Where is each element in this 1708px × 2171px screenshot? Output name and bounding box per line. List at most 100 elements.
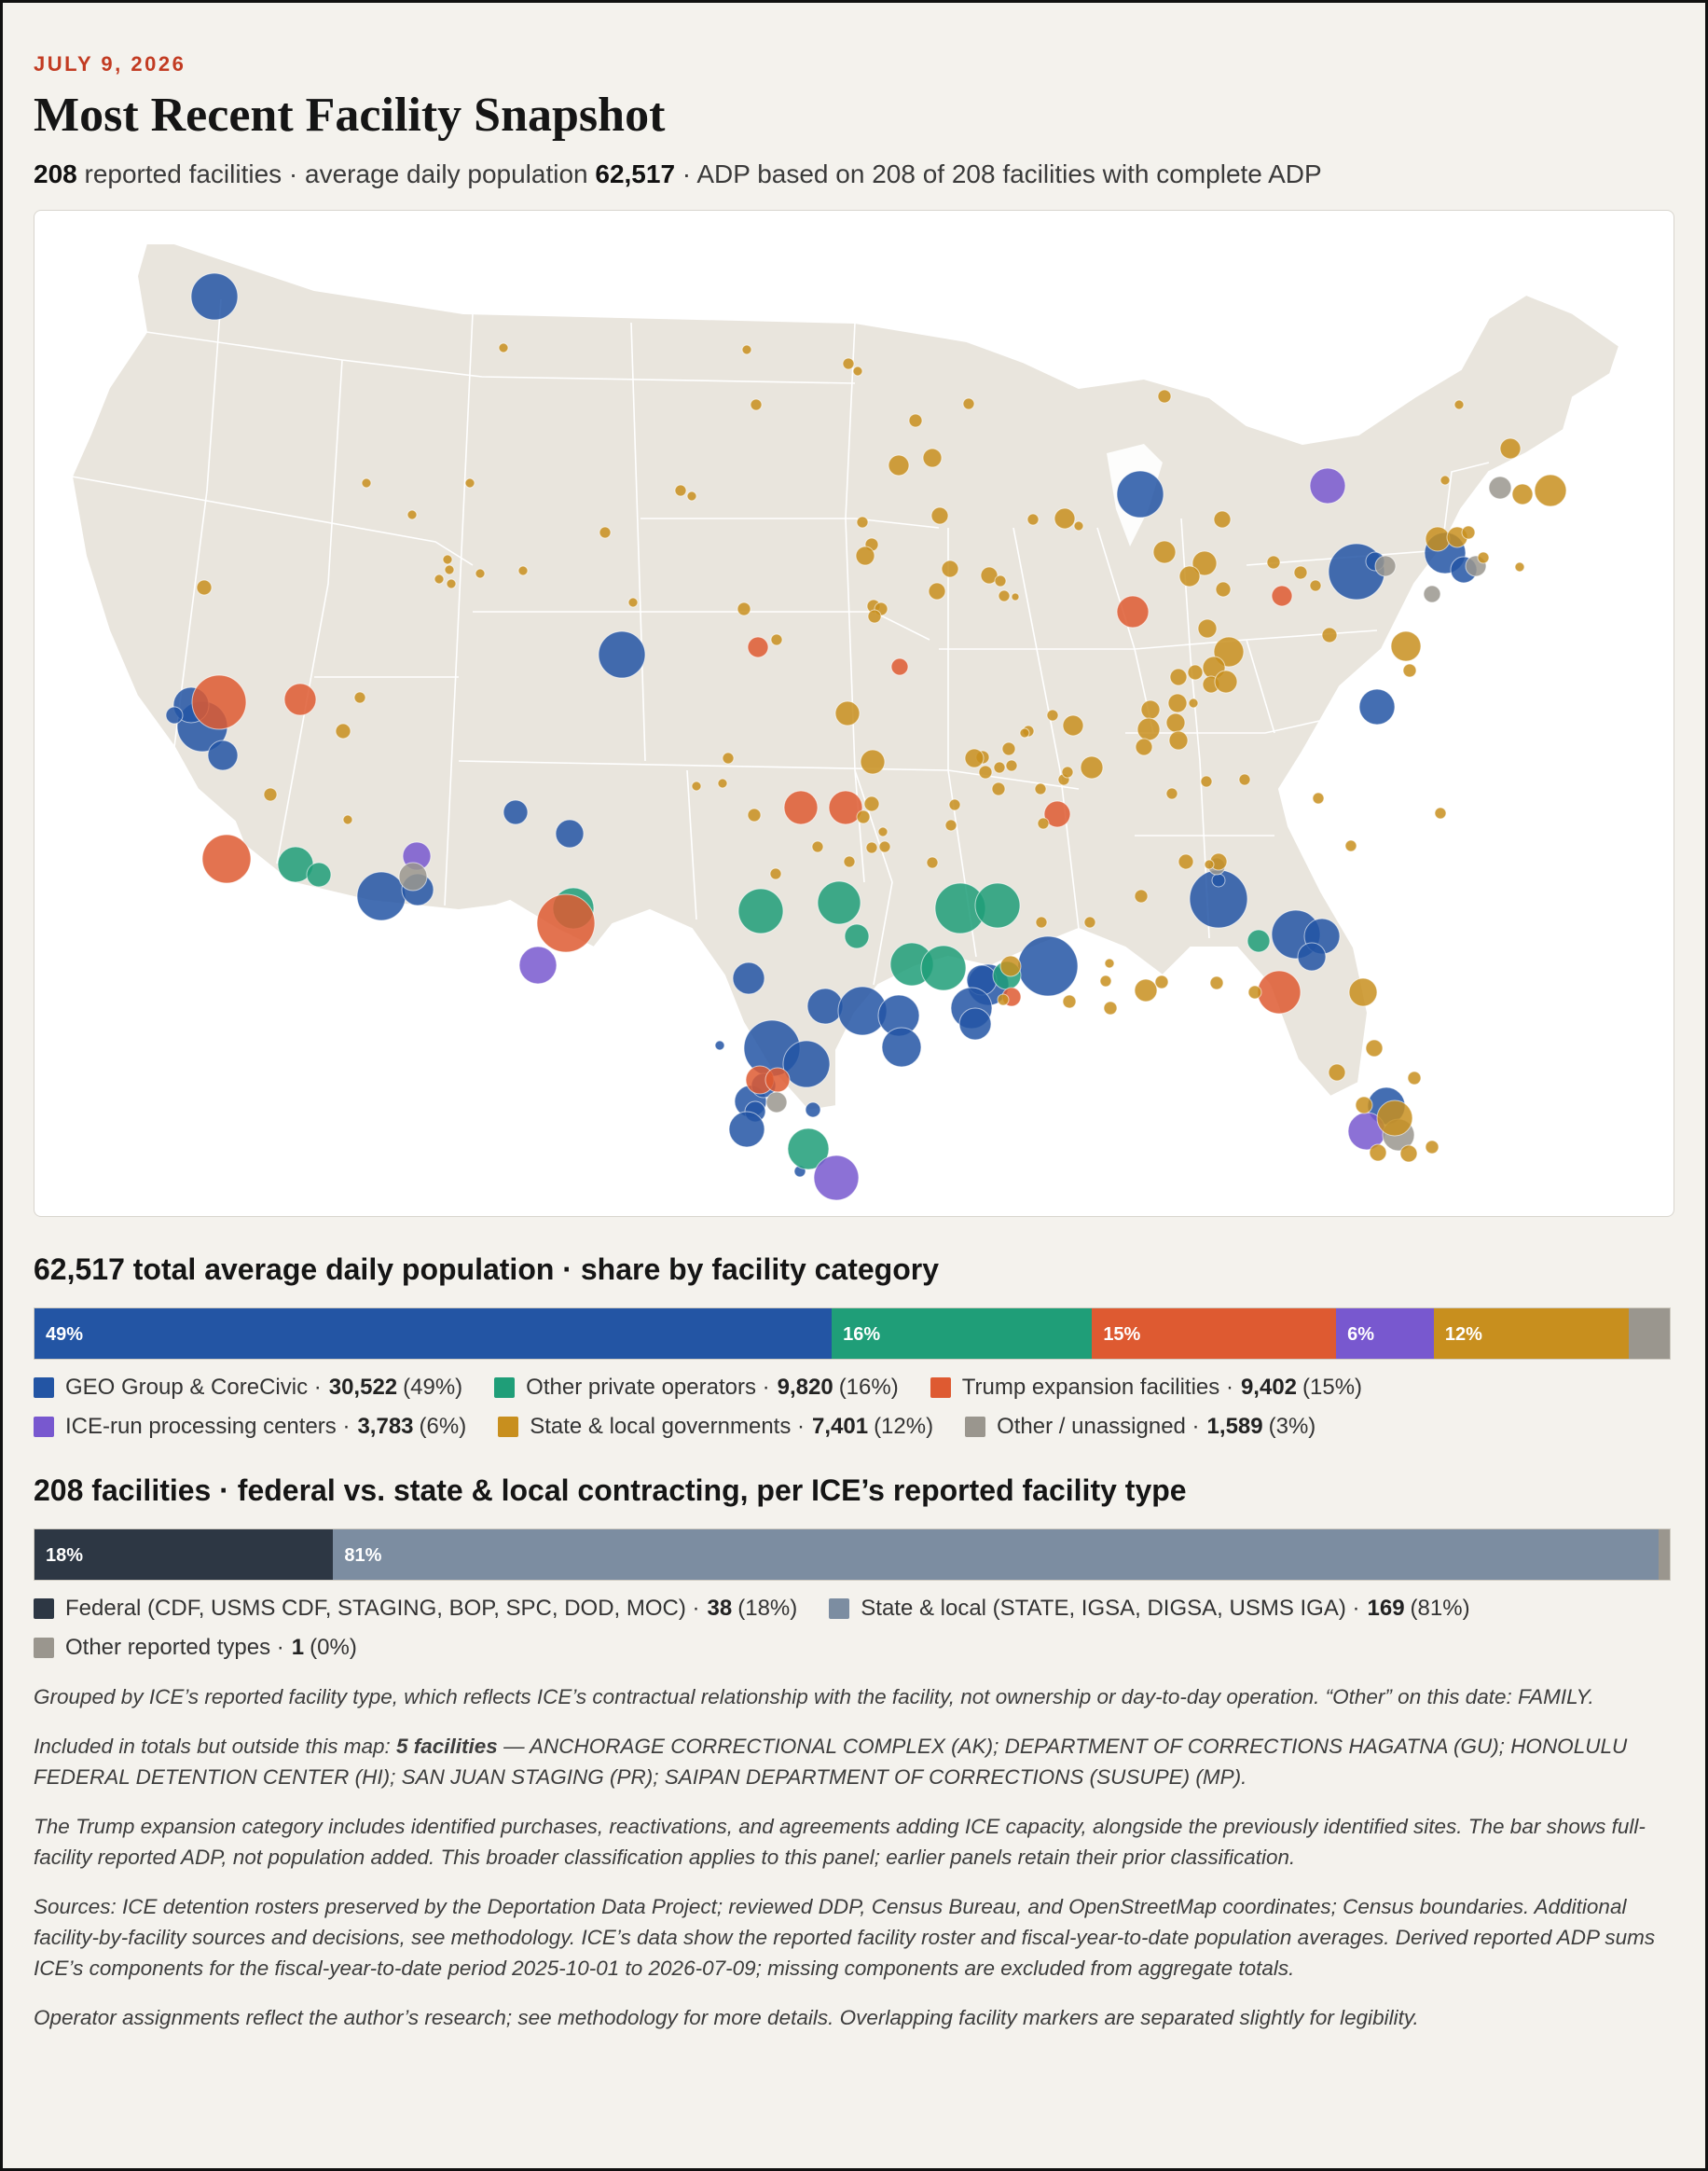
facility-marker-state[interactable] xyxy=(1061,766,1074,779)
facility-marker-state[interactable] xyxy=(1011,592,1020,602)
facility-marker-state[interactable] xyxy=(741,344,752,355)
facility-marker-state[interactable] xyxy=(1534,474,1567,507)
facility-marker-state[interactable] xyxy=(878,840,891,853)
facility-marker-state[interactable] xyxy=(1461,525,1476,540)
facility-marker-state[interactable] xyxy=(856,516,869,529)
facility-marker-state[interactable] xyxy=(852,366,863,377)
facility-marker-state[interactable] xyxy=(863,795,880,812)
facility-marker-state[interactable] xyxy=(1152,540,1177,564)
facility-marker-state[interactable] xyxy=(1214,670,1238,694)
facility-marker-state[interactable] xyxy=(1213,510,1232,529)
facility-marker-state[interactable] xyxy=(1376,1099,1413,1137)
facility-marker-state[interactable] xyxy=(1344,839,1357,852)
facility-marker-state[interactable] xyxy=(1062,714,1084,737)
facility-marker-state[interactable] xyxy=(855,546,875,566)
facility-marker-state[interactable] xyxy=(962,397,975,410)
facility-marker-trump[interactable] xyxy=(191,674,247,730)
facility-marker-trump[interactable] xyxy=(1257,970,1302,1015)
facility-marker-state[interactable] xyxy=(1266,555,1281,570)
facility-marker-state[interactable] xyxy=(1178,565,1201,588)
facility-marker-ice[interactable] xyxy=(813,1155,860,1201)
facility-marker-state[interactable] xyxy=(1154,975,1169,989)
facility-marker-state[interactable] xyxy=(406,509,418,520)
facility-marker-state[interactable] xyxy=(1080,755,1104,780)
facility-marker-trump[interactable] xyxy=(536,893,596,953)
facility-marker-state[interactable] xyxy=(1407,1071,1422,1086)
facility-marker-state[interactable] xyxy=(865,841,878,854)
facility-marker-state[interactable] xyxy=(1001,741,1016,756)
facility-marker-state[interactable] xyxy=(517,565,529,576)
facility-marker-state[interactable] xyxy=(1034,782,1047,795)
facility-marker-state[interactable] xyxy=(1204,859,1215,870)
facility-marker-state[interactable] xyxy=(980,566,999,585)
facility-marker-state[interactable] xyxy=(1140,699,1161,720)
facility-marker-state[interactable] xyxy=(860,749,886,775)
facility-marker-state[interactable] xyxy=(999,955,1022,977)
facility-marker-geo[interactable] xyxy=(958,1007,992,1041)
facility-marker-state[interactable] xyxy=(263,787,278,802)
facility-marker-state[interactable] xyxy=(1402,663,1417,678)
facility-marker-geo[interactable] xyxy=(714,1040,725,1051)
facility-marker-state[interactable] xyxy=(1054,507,1076,530)
facility-marker-state[interactable] xyxy=(444,564,455,575)
facility-marker-geo[interactable] xyxy=(782,1040,831,1088)
facility-marker-state[interactable] xyxy=(842,357,855,370)
facility-marker-state[interactable] xyxy=(928,582,946,601)
facility-marker-trump[interactable] xyxy=(764,1067,791,1093)
facility-marker-state[interactable] xyxy=(1425,1140,1439,1155)
facility-marker-state[interactable] xyxy=(722,752,735,765)
facility-marker-state[interactable] xyxy=(1134,889,1149,904)
facility-marker-geo[interactable] xyxy=(1017,935,1079,997)
facility-marker-geo[interactable] xyxy=(598,630,646,679)
facility-marker-state[interactable] xyxy=(998,589,1011,602)
facility-marker-private[interactable] xyxy=(1247,929,1271,953)
facility-marker-state[interactable] xyxy=(978,765,993,780)
facility-marker-state[interactable] xyxy=(926,856,939,869)
facility-marker-state[interactable] xyxy=(1390,630,1422,662)
facility-marker-state[interactable] xyxy=(1369,1143,1387,1162)
facility-marker-state[interactable] xyxy=(964,748,985,768)
facility-marker-state[interactable] xyxy=(877,826,888,837)
facility-marker-state[interactable] xyxy=(498,342,509,353)
facility-marker-state[interactable] xyxy=(1099,975,1112,988)
facility-marker-geo[interactable] xyxy=(555,819,585,849)
facility-marker-state[interactable] xyxy=(1200,775,1213,788)
facility-marker-state[interactable] xyxy=(1165,787,1178,800)
facility-marker-geo[interactable] xyxy=(1358,688,1396,726)
facility-marker-state[interactable] xyxy=(991,781,1006,796)
facility-marker-trump[interactable] xyxy=(747,636,769,658)
facility-marker-geo[interactable] xyxy=(207,740,239,771)
facility-marker-ice[interactable] xyxy=(518,946,558,985)
facility-marker-state[interactable] xyxy=(1005,759,1018,772)
facility-marker-state[interactable] xyxy=(888,454,910,477)
facility-marker-state[interactable] xyxy=(1477,551,1490,564)
facility-marker-private[interactable] xyxy=(974,882,1021,929)
facility-map[interactable] xyxy=(34,210,1674,1217)
facility-marker-state[interactable] xyxy=(930,506,949,525)
facility-marker-trump[interactable] xyxy=(828,790,863,825)
facility-marker-state[interactable] xyxy=(811,840,824,853)
facility-marker-state[interactable] xyxy=(627,597,639,608)
facility-marker-state[interactable] xyxy=(361,477,372,489)
facility-marker-state[interactable] xyxy=(1215,581,1232,598)
facility-marker-state[interactable] xyxy=(1169,668,1188,686)
facility-marker-state[interactable] xyxy=(834,700,861,726)
facility-marker-state[interactable] xyxy=(747,808,762,823)
facility-marker-state[interactable] xyxy=(691,781,702,792)
facility-marker-geo[interactable] xyxy=(728,1111,765,1148)
facility-marker-state[interactable] xyxy=(1165,712,1186,733)
facility-marker-state[interactable] xyxy=(1425,526,1451,552)
facility-marker-other[interactable] xyxy=(1423,585,1441,603)
facility-marker-state[interactable] xyxy=(446,578,457,589)
facility-marker-state[interactable] xyxy=(674,484,687,497)
facility-marker-state[interactable] xyxy=(1434,807,1447,820)
facility-marker-trump[interactable] xyxy=(783,790,819,825)
facility-marker-state[interactable] xyxy=(770,633,783,646)
facility-marker-state[interactable] xyxy=(908,413,923,428)
facility-marker-state[interactable] xyxy=(1187,664,1204,681)
facility-marker-state[interactable] xyxy=(1103,1001,1118,1016)
facility-marker-state[interactable] xyxy=(1511,483,1534,505)
facility-marker-state[interactable] xyxy=(993,761,1006,774)
facility-marker-state[interactable] xyxy=(843,855,856,868)
facility-marker-geo[interactable] xyxy=(1211,873,1226,888)
